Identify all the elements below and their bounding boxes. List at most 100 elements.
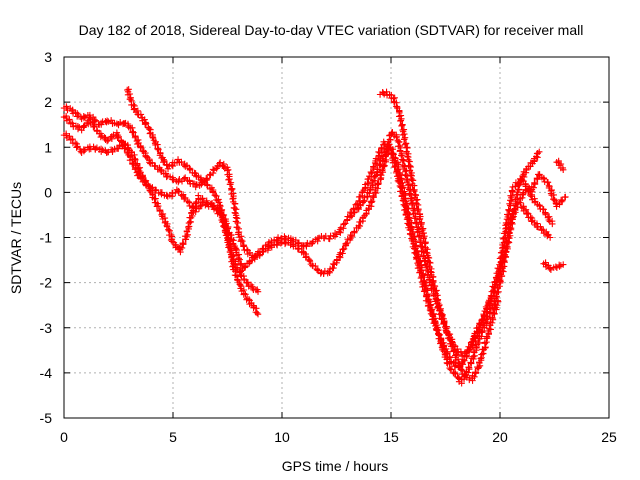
data-point: [146, 130, 154, 137]
data-point: [204, 182, 211, 189]
y-axis-label: SDTVAR / TECUs: [8, 182, 24, 294]
data-point: [226, 181, 234, 188]
data-point: [470, 353, 477, 360]
data-point: [550, 196, 557, 203]
data-point: [209, 202, 217, 210]
data-point: [178, 158, 185, 166]
data-point: [348, 232, 356, 240]
y-tick-label: -5: [40, 410, 53, 426]
data-point: [281, 240, 289, 248]
chart-title: Day 182 of 2018, Sidereal Day-to-day VTE…: [79, 22, 584, 38]
data-point: [414, 207, 422, 214]
data-point: [471, 373, 478, 380]
y-tick-label: 3: [44, 49, 52, 65]
data-point: [66, 133, 73, 140]
data-point: [478, 328, 485, 336]
series-track-i: [553, 157, 567, 174]
data-point: [292, 241, 299, 249]
data-point: [164, 165, 172, 173]
data-point: [201, 177, 208, 185]
data-point: [163, 222, 170, 230]
data-point: [483, 306, 491, 313]
data-point: [114, 145, 122, 152]
data-point: [528, 218, 535, 225]
data-point: [544, 179, 552, 186]
series-track-d: [124, 86, 262, 295]
data-point: [450, 348, 457, 355]
y-tick-label: -4: [40, 365, 53, 381]
data-point: [560, 166, 567, 174]
data-point: [130, 101, 137, 108]
series-track-f: [348, 144, 543, 387]
data-point: [534, 175, 541, 183]
data-point: [399, 184, 406, 191]
data-point: [506, 230, 513, 237]
data-point: [131, 105, 138, 112]
data-point: [524, 188, 532, 195]
data-point: [484, 313, 491, 321]
data-point: [149, 133, 156, 141]
data-point: [353, 205, 361, 212]
data-point: [412, 243, 420, 250]
data-point: [482, 344, 489, 351]
data-point: [374, 166, 381, 173]
data-point: [386, 141, 393, 148]
data-point: [476, 362, 484, 370]
data-point: [186, 165, 194, 173]
data-point: [182, 236, 190, 243]
data-point: [224, 237, 231, 244]
data-point: [229, 185, 236, 193]
data-point: [370, 163, 377, 170]
data-point: [557, 196, 565, 204]
data-point: [343, 239, 351, 247]
data-point: [184, 231, 191, 239]
data-point: [187, 218, 194, 225]
y-tick-label: -1: [40, 230, 53, 246]
data-point: [154, 145, 161, 153]
data-point: [195, 192, 202, 199]
data-point: [481, 319, 489, 326]
data-point: [434, 297, 441, 305]
data-point: [242, 291, 249, 298]
data-point: [188, 202, 196, 210]
data-point: [90, 123, 97, 131]
data-point: [225, 242, 232, 249]
data-point: [123, 148, 131, 156]
data-point: [99, 146, 106, 154]
data-point: [411, 242, 419, 250]
x-tick-label: 15: [383, 429, 399, 445]
data-point: [400, 157, 407, 165]
data-point: [115, 133, 122, 141]
data-point: [455, 362, 463, 369]
data-point: [477, 355, 484, 362]
data-point: [351, 209, 358, 216]
data-point: [432, 320, 439, 327]
data-point: [134, 140, 141, 148]
data-point: [91, 123, 98, 130]
data-point: [80, 147, 88, 155]
y-tick-label: 0: [44, 184, 52, 200]
data-point: [540, 174, 548, 182]
y-tick-label: 1: [44, 139, 52, 155]
data-point: [185, 223, 192, 231]
data-point: [410, 186, 417, 194]
data-point: [180, 175, 188, 183]
series-track-e: [376, 88, 502, 384]
data-point: [214, 197, 222, 205]
data-point: [351, 228, 358, 236]
data-point: [103, 137, 111, 145]
y-tick-label: -3: [40, 320, 53, 336]
data-point: [161, 157, 168, 165]
data-point: [530, 184, 537, 191]
data-point: [372, 172, 380, 179]
data-point: [433, 287, 440, 294]
data-point: [508, 187, 516, 194]
data-point: [433, 296, 441, 304]
data-point: [89, 118, 96, 126]
data-point: [378, 167, 386, 174]
data-point: [273, 241, 281, 249]
data-point: [396, 147, 404, 154]
data-point: [411, 233, 418, 240]
data-point: [387, 136, 394, 144]
y-tick-label: 2: [44, 94, 52, 110]
